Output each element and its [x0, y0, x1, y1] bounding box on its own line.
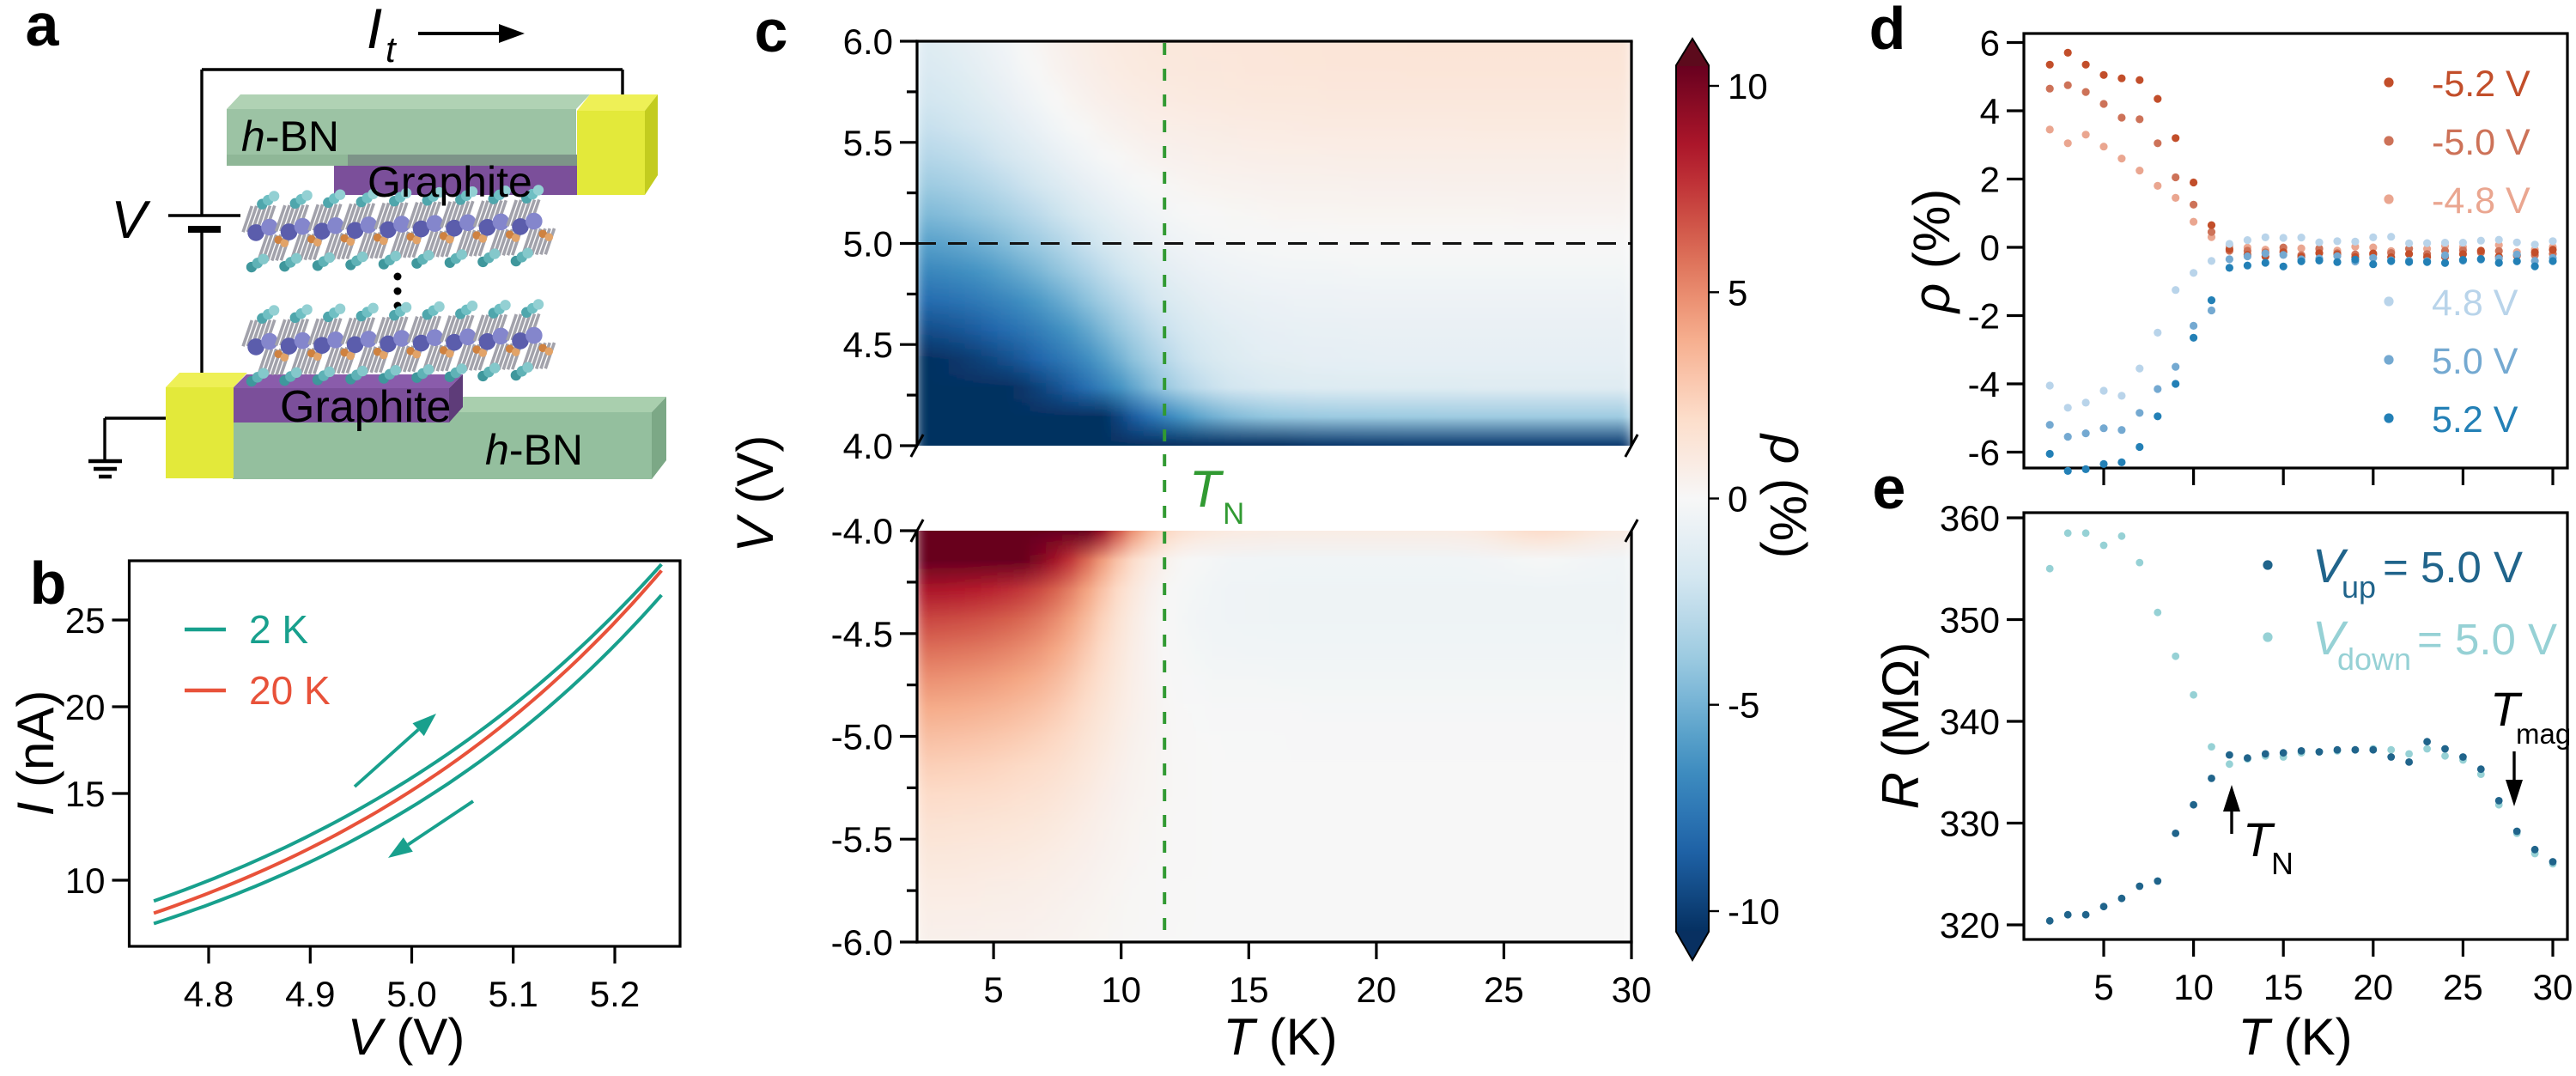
- svg-text:5.0 V: 5.0 V: [2432, 341, 2518, 382]
- svg-text:V (V): V (V): [726, 435, 784, 553]
- svg-text:30: 30: [1612, 970, 1652, 1010]
- svg-text:10: 10: [2173, 967, 2214, 1007]
- svg-text:= 5.0 V: = 5.0 V: [2383, 543, 2523, 592]
- svg-text:ρ (%): ρ (%): [1903, 189, 1960, 314]
- svg-text:2 K: 2 K: [249, 607, 308, 652]
- svg-text:c: c: [755, 0, 788, 64]
- svg-text:Graphite: Graphite: [280, 382, 451, 432]
- svg-text:I: I: [367, 0, 382, 60]
- svg-text:Graphite: Graphite: [368, 158, 532, 206]
- svg-text:20: 20: [65, 687, 106, 727]
- svg-text:down: down: [2337, 641, 2411, 677]
- svg-text:ρ (%): ρ (%): [1759, 433, 1817, 558]
- svg-text:360: 360: [1940, 498, 2000, 538]
- svg-text:20 K: 20 K: [249, 668, 331, 713]
- svg-text:V (V): V (V): [348, 1008, 465, 1066]
- svg-text:V: V: [2312, 611, 2348, 665]
- svg-text:2: 2: [1980, 160, 2000, 200]
- svg-text:4.8 V: 4.8 V: [2432, 283, 2518, 324]
- svg-text:t: t: [386, 29, 398, 70]
- svg-text:30: 30: [2533, 967, 2573, 1007]
- svg-text:h-BN: h-BN: [241, 112, 339, 161]
- svg-text:330: 330: [1940, 804, 2000, 844]
- svg-text:25: 25: [65, 600, 106, 641]
- svg-text:20: 20: [2353, 967, 2393, 1007]
- svg-text:5.2: 5.2: [590, 974, 640, 1014]
- svg-text:T: T: [1189, 460, 1224, 518]
- svg-text:4.8: 4.8: [184, 974, 234, 1014]
- svg-text:5.0: 5.0: [386, 974, 436, 1014]
- svg-text:b: b: [30, 550, 67, 617]
- svg-text:5.2 V: 5.2 V: [2432, 399, 2518, 441]
- svg-text:0: 0: [1980, 228, 2000, 268]
- svg-text:25: 25: [2443, 967, 2483, 1007]
- svg-text:350: 350: [1940, 600, 2000, 641]
- svg-text:340: 340: [1940, 702, 2000, 742]
- svg-text:15: 15: [1229, 970, 1269, 1010]
- svg-text:I (nA): I (nA): [7, 690, 64, 817]
- svg-text:-6: -6: [1968, 433, 2000, 473]
- svg-text:25: 25: [1484, 970, 1524, 1010]
- svg-text:10: 10: [1101, 970, 1141, 1010]
- svg-text:-4.5: -4.5: [831, 614, 893, 654]
- svg-text:mag: mag: [2516, 718, 2571, 750]
- svg-text:R (MΩ): R (MΩ): [1872, 642, 1929, 810]
- svg-text:h-BN: h-BN: [485, 426, 583, 474]
- svg-text:-4.8 V: -4.8 V: [2432, 180, 2530, 222]
- svg-text:-5.0 V: -5.0 V: [2432, 122, 2530, 163]
- svg-text:320: 320: [1940, 905, 2000, 945]
- svg-text:V: V: [111, 191, 151, 250]
- svg-text:6.0: 6.0: [843, 21, 893, 62]
- svg-text:-5: -5: [1728, 685, 1759, 726]
- svg-text:20: 20: [1357, 970, 1397, 1010]
- svg-text:-4.0: -4.0: [831, 511, 893, 551]
- svg-text:0: 0: [1728, 479, 1747, 520]
- svg-text:V: V: [2312, 538, 2348, 593]
- svg-text:up: up: [2342, 569, 2376, 605]
- svg-text:e: e: [1873, 454, 1906, 521]
- svg-text:5: 5: [983, 970, 1003, 1010]
- svg-text:6: 6: [1980, 23, 2000, 64]
- svg-text:= 5.0 V: = 5.0 V: [2417, 615, 2557, 664]
- svg-text:5.5: 5.5: [843, 123, 893, 163]
- svg-text:-6.0: -6.0: [831, 922, 893, 963]
- svg-text:4: 4: [1980, 91, 2000, 131]
- svg-text:10: 10: [1728, 66, 1768, 106]
- svg-text:-2: -2: [1968, 296, 2000, 337]
- svg-text:5.1: 5.1: [489, 974, 538, 1014]
- svg-text:-5.5: -5.5: [831, 819, 893, 860]
- svg-text:N: N: [2271, 846, 2293, 881]
- svg-text:N: N: [1223, 497, 1244, 531]
- svg-text:-5.2 V: -5.2 V: [2432, 64, 2530, 105]
- svg-text:4.5: 4.5: [843, 325, 893, 365]
- svg-text:-10: -10: [1728, 891, 1780, 932]
- svg-text:-4: -4: [1968, 364, 2000, 404]
- svg-text:-5.0: -5.0: [831, 717, 893, 757]
- svg-text:4.0: 4.0: [843, 426, 893, 466]
- svg-text:d: d: [1869, 0, 1906, 62]
- svg-text:5.0: 5.0: [843, 224, 893, 264]
- svg-text:5: 5: [1728, 272, 1747, 313]
- svg-text:T: T: [2243, 812, 2275, 866]
- svg-text:4.9: 4.9: [285, 974, 335, 1014]
- svg-text:T (K): T (K): [2238, 1008, 2352, 1066]
- svg-text:a: a: [26, 0, 60, 58]
- svg-text:10: 10: [65, 860, 106, 901]
- svg-text:T: T: [2490, 682, 2523, 736]
- svg-text:T (K): T (K): [1223, 1008, 1337, 1066]
- svg-text:5: 5: [2093, 967, 2113, 1007]
- svg-text:15: 15: [65, 774, 106, 814]
- svg-text:15: 15: [2263, 967, 2304, 1007]
